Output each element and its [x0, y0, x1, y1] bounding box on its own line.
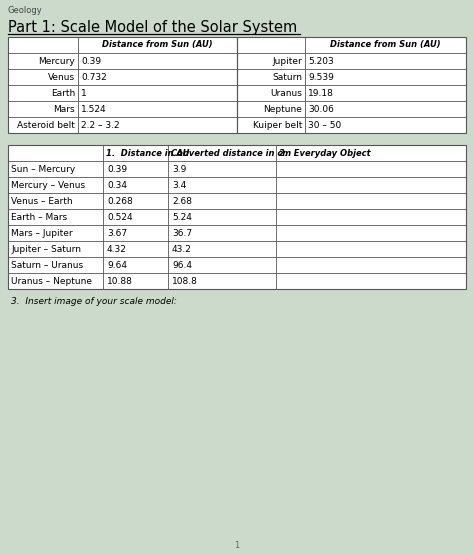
- Text: 19.18: 19.18: [308, 88, 334, 98]
- Text: 2.68: 2.68: [172, 196, 192, 205]
- Text: 1: 1: [81, 88, 87, 98]
- Text: Part 1: Scale Model of the Solar System: Part 1: Scale Model of the Solar System: [8, 20, 297, 35]
- Bar: [8, 145, 466, 289]
- Text: Saturn: Saturn: [272, 73, 302, 82]
- Text: 5.24: 5.24: [172, 213, 192, 221]
- Text: 30.06: 30.06: [308, 104, 334, 114]
- Text: 0.732: 0.732: [81, 73, 107, 82]
- Text: Jupiter – Saturn: Jupiter – Saturn: [11, 245, 81, 254]
- Bar: [8, 37, 237, 133]
- Text: 10.88: 10.88: [107, 276, 133, 285]
- Text: 0.524: 0.524: [107, 213, 133, 221]
- Text: Venus: Venus: [48, 73, 75, 82]
- Text: 1.  Distance in AU: 1. Distance in AU: [106, 149, 190, 158]
- Text: 9.539: 9.539: [308, 73, 334, 82]
- Text: 3.  Insert image of your scale model:: 3. Insert image of your scale model:: [11, 297, 177, 306]
- Text: 3.9: 3.9: [172, 164, 186, 174]
- Text: Jupiter: Jupiter: [272, 57, 302, 65]
- Text: 4.32: 4.32: [107, 245, 127, 254]
- Text: Mars: Mars: [54, 104, 75, 114]
- Text: Sun – Mercury: Sun – Mercury: [11, 164, 75, 174]
- Text: Mercury: Mercury: [38, 57, 75, 65]
- Text: 3.67: 3.67: [107, 229, 127, 238]
- Bar: [8, 145, 466, 289]
- Text: Mars – Jupiter: Mars – Jupiter: [11, 229, 73, 238]
- Text: 0.39: 0.39: [81, 57, 101, 65]
- Text: Earth – Mars: Earth – Mars: [11, 213, 67, 221]
- Text: 3.4: 3.4: [172, 180, 186, 189]
- Text: 0.268: 0.268: [107, 196, 133, 205]
- Text: Distance from Sun (AU): Distance from Sun (AU): [330, 41, 441, 49]
- Text: 5.203: 5.203: [308, 57, 334, 65]
- Text: Geology: Geology: [8, 6, 43, 15]
- Text: 1.524: 1.524: [81, 104, 107, 114]
- Text: Uranus – Neptune: Uranus – Neptune: [11, 276, 92, 285]
- Text: Earth: Earth: [51, 88, 75, 98]
- Text: Neptune: Neptune: [263, 104, 302, 114]
- Text: Saturn – Uranus: Saturn – Uranus: [11, 260, 83, 270]
- Text: Uranus: Uranus: [270, 88, 302, 98]
- Text: 2.  Everyday Object: 2. Everyday Object: [279, 149, 371, 158]
- Text: Distance from Sun (AU): Distance from Sun (AU): [102, 41, 213, 49]
- Text: 30 – 50: 30 – 50: [308, 120, 341, 129]
- Text: Asteroid belt: Asteroid belt: [17, 120, 75, 129]
- Bar: [237, 37, 466, 133]
- Text: 9.64: 9.64: [107, 260, 127, 270]
- Text: Venus – Earth: Venus – Earth: [11, 196, 73, 205]
- Text: Mercury – Venus: Mercury – Venus: [11, 180, 85, 189]
- Text: 96.4: 96.4: [172, 260, 192, 270]
- Text: 36.7: 36.7: [172, 229, 192, 238]
- Bar: [8, 37, 237, 133]
- Bar: [237, 37, 466, 133]
- Text: 108.8: 108.8: [172, 276, 198, 285]
- Text: Kuiper belt: Kuiper belt: [253, 120, 302, 129]
- Text: 0.39: 0.39: [107, 164, 127, 174]
- Text: 1: 1: [234, 541, 240, 550]
- Text: Converted distance in cm: Converted distance in cm: [171, 149, 291, 158]
- Text: 43.2: 43.2: [172, 245, 192, 254]
- Text: 2.2 – 3.2: 2.2 – 3.2: [81, 120, 119, 129]
- Text: 0.34: 0.34: [107, 180, 127, 189]
